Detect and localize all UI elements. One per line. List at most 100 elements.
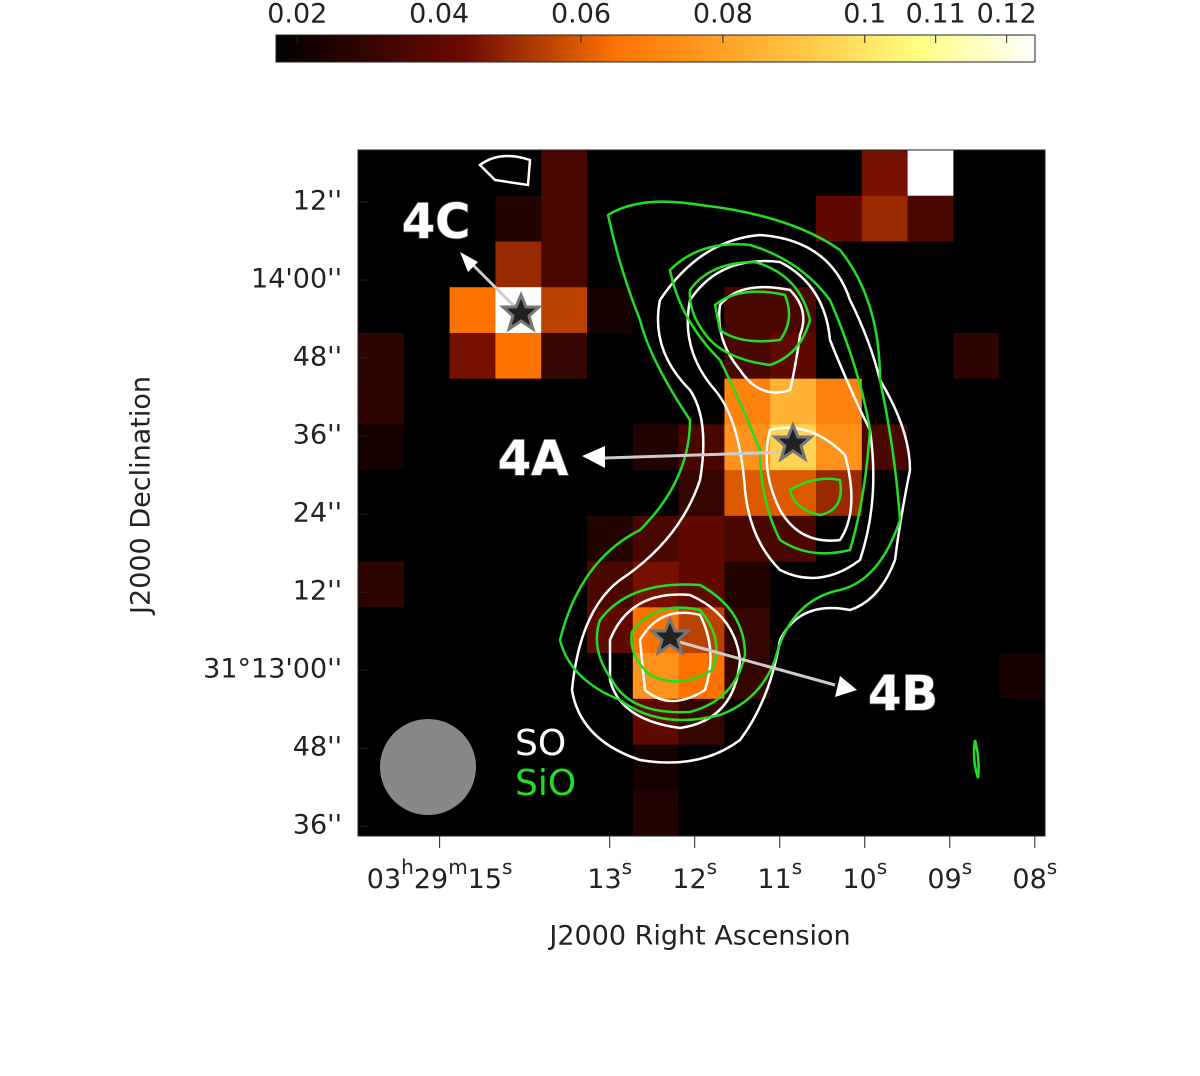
cell — [770, 470, 817, 517]
cell — [541, 195, 588, 242]
cell — [587, 790, 634, 837]
cell — [541, 150, 588, 197]
x-tick-label: 08s — [1012, 855, 1057, 895]
cell — [861, 653, 909, 700]
cell — [724, 515, 771, 563]
y-tick-label: 36'' — [293, 420, 342, 451]
x-tick-label: 09s — [927, 855, 972, 895]
cell — [678, 515, 725, 563]
cell — [999, 332, 1046, 380]
star — [771, 421, 815, 463]
cell — [358, 332, 405, 380]
cell — [999, 241, 1046, 288]
cell — [449, 424, 496, 471]
sio-contour — [713, 290, 791, 343]
cell — [999, 607, 1046, 654]
cell — [449, 515, 496, 563]
cell — [953, 195, 1000, 242]
cell — [861, 150, 909, 197]
cell — [358, 150, 405, 197]
cell — [861, 241, 909, 288]
cell — [770, 515, 817, 563]
cell — [495, 241, 542, 288]
cell — [907, 195, 954, 242]
cell — [678, 470, 725, 517]
cell — [678, 744, 725, 791]
cell — [541, 744, 588, 791]
cell — [358, 470, 405, 517]
sio-contour — [668, 243, 872, 555]
arrow — [470, 262, 520, 312]
star — [499, 291, 543, 333]
annotation: 4B — [868, 666, 938, 722]
cell — [632, 287, 680, 334]
cell — [999, 744, 1046, 791]
cell — [816, 150, 863, 197]
cell — [953, 698, 1000, 746]
cell — [861, 332, 909, 380]
cell — [861, 607, 909, 654]
cell — [587, 287, 634, 334]
cell — [403, 470, 451, 517]
cell — [632, 653, 680, 700]
cell — [632, 424, 680, 471]
cell — [953, 424, 1000, 471]
cell — [861, 790, 909, 837]
cell — [907, 607, 954, 654]
cell — [953, 287, 1000, 334]
cell — [358, 287, 405, 334]
so-contour — [638, 611, 712, 703]
cell — [403, 515, 451, 563]
cell — [541, 561, 588, 608]
cell — [587, 744, 634, 791]
cell — [907, 515, 954, 563]
cell — [999, 287, 1046, 334]
cell — [587, 378, 634, 425]
cell — [724, 698, 771, 746]
cell — [632, 332, 680, 380]
cell — [449, 195, 496, 242]
cell — [358, 424, 405, 471]
y-tick-label: 36'' — [293, 810, 342, 841]
cell — [724, 424, 771, 471]
cell — [449, 561, 496, 608]
cell — [816, 378, 863, 425]
y-tick-label: 12'' — [293, 186, 342, 217]
cell — [541, 287, 588, 334]
colorbar-tick-label: 0.1 — [843, 0, 886, 30]
colorbar-tick-label: 0.02 — [267, 0, 327, 30]
cell — [907, 287, 954, 334]
cell — [999, 470, 1046, 517]
cell — [587, 561, 634, 608]
cell — [403, 195, 451, 242]
cell — [907, 790, 954, 837]
cell — [358, 561, 405, 608]
arrows — [460, 252, 857, 697]
cell — [495, 561, 542, 608]
cell — [999, 378, 1046, 425]
cell — [770, 653, 817, 700]
cell — [953, 653, 1000, 700]
cell — [907, 744, 954, 791]
cell — [861, 470, 909, 517]
cell — [770, 744, 817, 791]
cell — [770, 150, 817, 197]
arrow-head — [582, 446, 605, 468]
cell — [770, 698, 817, 746]
cell — [953, 515, 1000, 563]
cell — [999, 653, 1046, 700]
plot-frame — [357, 149, 1046, 837]
cell — [403, 241, 451, 288]
cell — [999, 790, 1046, 837]
cell — [953, 241, 1000, 288]
cell — [953, 378, 1000, 425]
cell — [816, 698, 863, 746]
cell — [358, 515, 405, 563]
y-tick-label: 31°13'00'' — [203, 654, 342, 685]
cell — [495, 470, 542, 517]
cell — [495, 515, 542, 563]
cell — [770, 195, 817, 242]
cell — [770, 607, 817, 654]
annotation: 4C — [402, 194, 471, 250]
